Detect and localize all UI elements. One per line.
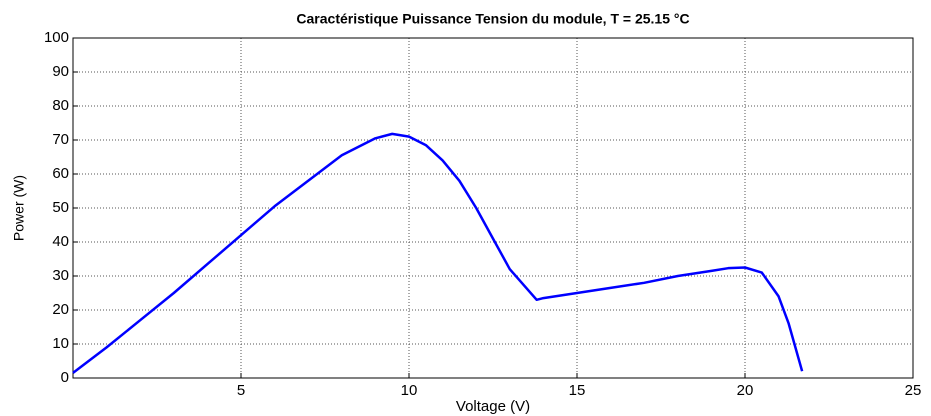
x-tick-label: 25 <box>905 382 922 399</box>
y-tick-label: 70 <box>52 131 69 148</box>
y-tick-label: 40 <box>52 233 69 250</box>
y-tick-label: 60 <box>52 165 69 182</box>
x-tick-label: 15 <box>569 382 586 399</box>
y-tick-label: 100 <box>44 29 69 46</box>
y-tick-label: 90 <box>52 63 69 80</box>
y-tick-label: 20 <box>52 301 69 318</box>
chart-title: Caractéristique Puissance Tension du mod… <box>296 11 689 27</box>
y-tick-label: 50 <box>52 199 69 216</box>
x-tick-label: 5 <box>237 382 245 399</box>
y-tick-label: 0 <box>61 369 69 386</box>
y-tick-label: 10 <box>52 335 69 352</box>
x-axis-label: Voltage (V) <box>456 398 530 415</box>
y-tick-label: 30 <box>52 267 69 284</box>
x-tick-label: 20 <box>737 382 754 399</box>
x-tick-label: 10 <box>401 382 418 399</box>
y-tick-label: 80 <box>52 97 69 114</box>
line <box>72 132 804 374</box>
y-axis-label: Power (W) <box>11 175 27 241</box>
axes-box <box>72 37 914 379</box>
